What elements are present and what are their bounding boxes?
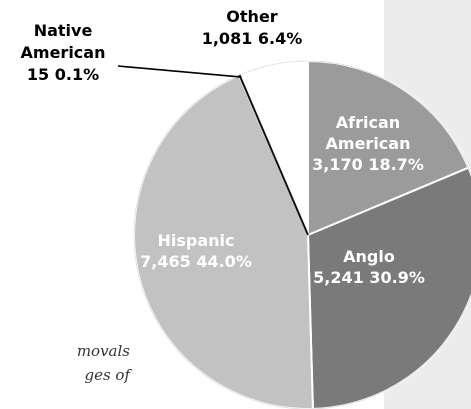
slice-label-hispanic: Hispanic 7,465 44.0%: [140, 231, 252, 271]
slice-label-line: 7,465 44.0%: [140, 252, 252, 271]
slice-label-line: 15 0.1%: [27, 65, 99, 84]
slice-label-anglo: Anglo 5,241 30.9%: [313, 247, 425, 287]
slice-label-line: American: [21, 43, 106, 62]
caption-line-2: ges of: [84, 366, 130, 384]
pie-outline: [133, 60, 471, 409]
slice-label-line: Native: [34, 21, 93, 40]
slice-label-line: 3,170 18.7%: [312, 155, 424, 174]
slice-label-african-american: African American 3,170 18.7%: [312, 113, 424, 174]
slice-label-other: Other 1,081 6.4%: [202, 7, 303, 48]
slice-label-native-american: Native American 15 0.1%: [21, 21, 106, 84]
slice-label-line: Other: [226, 7, 277, 26]
slice-label-line: 1,081 6.4%: [202, 29, 303, 48]
leader-line-native-american: [117, 65, 242, 78]
slice-label-line: Anglo: [343, 247, 395, 266]
slice-label-line: African: [336, 113, 400, 132]
slice-label-line: American: [326, 134, 411, 153]
caption-line-1: movals: [76, 342, 130, 360]
pie-slice-native-american-edge: [238, 74, 309, 236]
slice-label-line: Hispanic: [157, 231, 234, 250]
slice-label-line: 5,241 30.9%: [313, 268, 425, 287]
